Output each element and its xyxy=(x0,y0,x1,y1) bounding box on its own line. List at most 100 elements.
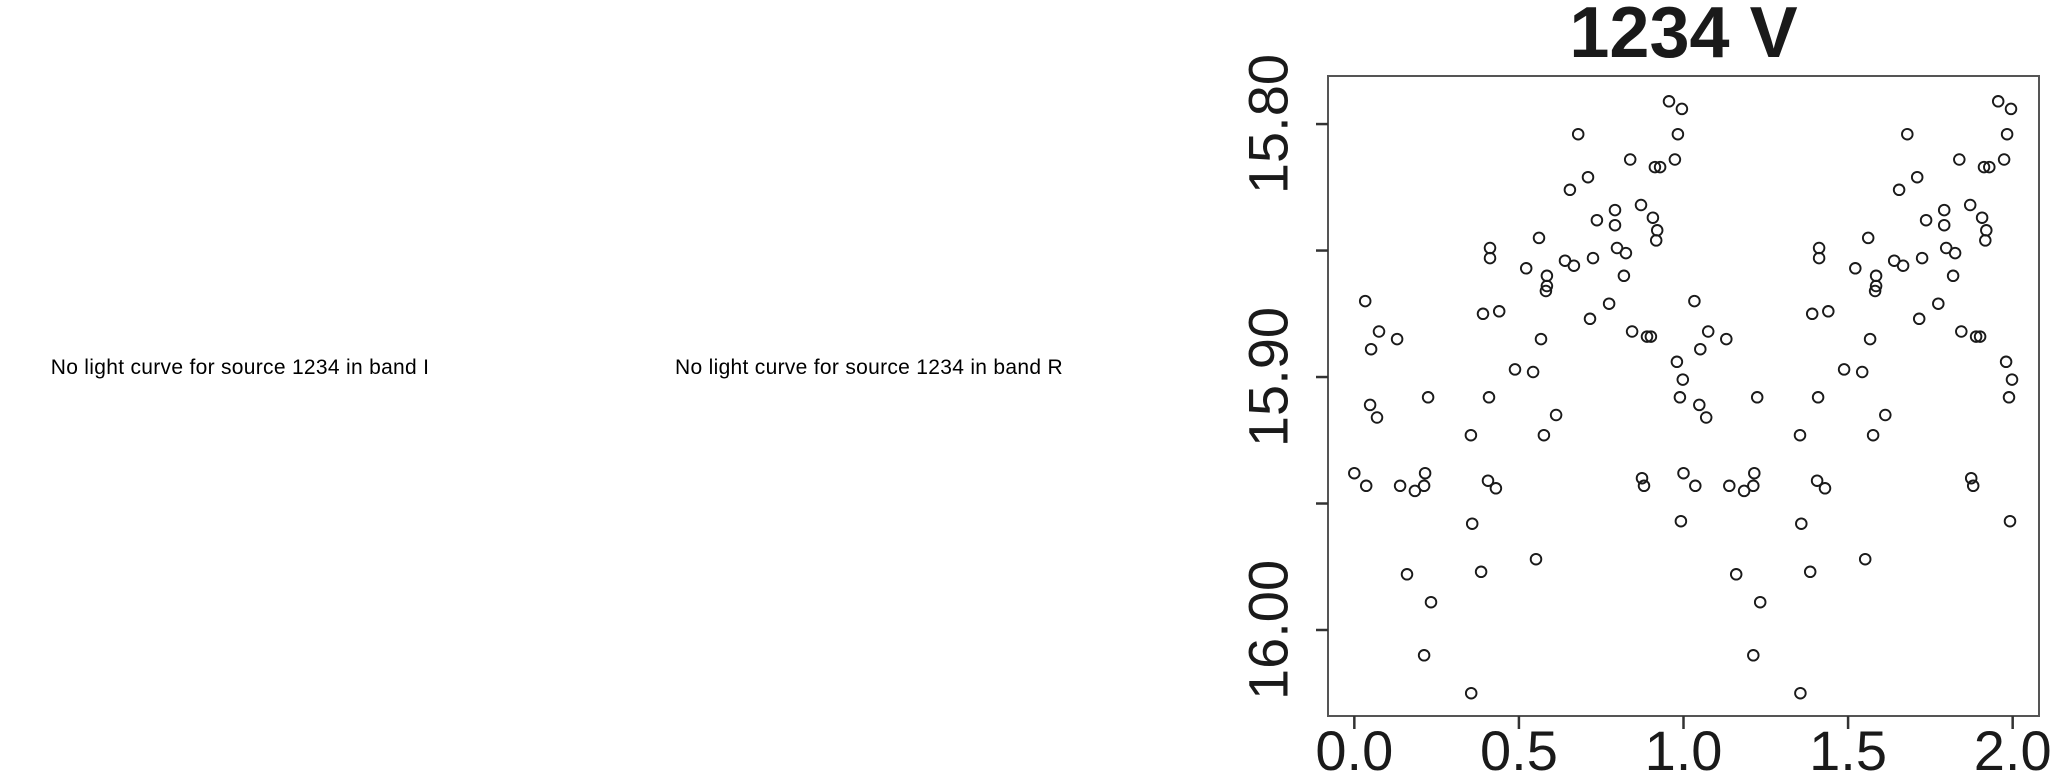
data-point xyxy=(1793,428,1807,442)
data-point xyxy=(1674,514,1688,528)
data-point xyxy=(1671,127,1685,141)
x-tick-label: 2.0 xyxy=(1974,719,2052,777)
data-point xyxy=(1896,259,1910,272)
data-point xyxy=(1464,428,1478,442)
data-point xyxy=(1390,332,1404,346)
data-point xyxy=(1534,332,1548,346)
data-point xyxy=(1937,218,1951,232)
data-point xyxy=(1750,391,1764,404)
data-point xyxy=(1919,213,1933,227)
data-point xyxy=(1818,482,1832,495)
data-point xyxy=(1676,373,1690,386)
data-point xyxy=(2004,102,2018,116)
data-point xyxy=(1363,398,1377,412)
data-point xyxy=(1963,198,1977,212)
data-point xyxy=(1590,213,1604,227)
data-point xyxy=(2005,373,2019,386)
y-tick-label: 16.00 xyxy=(1237,560,1300,700)
data-point xyxy=(1526,365,1540,379)
data-point xyxy=(1364,342,1378,356)
data-point xyxy=(1866,428,1880,442)
data-point xyxy=(1418,466,1432,480)
data-point xyxy=(1476,307,1490,321)
y-tick-label: 15.80 xyxy=(1237,54,1300,194)
data-point xyxy=(2003,514,2017,528)
data-point xyxy=(1537,428,1551,442)
data-point xyxy=(1653,160,1667,174)
data-point xyxy=(1879,408,1892,422)
data-point xyxy=(1849,262,1862,275)
data-point xyxy=(1372,325,1386,338)
data-point xyxy=(1795,517,1808,530)
data-point xyxy=(1474,565,1488,579)
data-point xyxy=(1861,231,1875,245)
data-point xyxy=(1644,330,1658,343)
data-point xyxy=(1625,325,1639,338)
data-point xyxy=(1689,479,1702,493)
data-point xyxy=(1424,595,1438,609)
data-point xyxy=(1964,471,1978,485)
data-point xyxy=(1837,363,1851,376)
data-point xyxy=(1747,649,1760,662)
data-point xyxy=(1975,211,1989,224)
data-point xyxy=(1694,342,1707,356)
data-point xyxy=(1983,160,1996,174)
data-point xyxy=(1892,183,1906,197)
plot-title: 1234 V xyxy=(1569,0,1797,73)
data-point xyxy=(1855,365,1869,379)
data-point xyxy=(1910,170,1924,184)
data-point xyxy=(1640,330,1654,343)
data-point xyxy=(1946,269,1960,283)
data-point xyxy=(1748,466,1761,480)
data-point xyxy=(1483,251,1497,265)
data-point xyxy=(1662,95,1676,108)
data-point xyxy=(1571,127,1585,141)
data-point xyxy=(1737,484,1751,498)
data-point xyxy=(2002,391,2016,404)
no-lightcurve-message-band-I: No light curve for source 1234 in band I xyxy=(50,356,430,379)
data-point xyxy=(1602,297,1616,310)
data-point xyxy=(1803,565,1817,579)
data-point xyxy=(1973,330,1987,343)
data-point xyxy=(1858,552,1872,566)
data-point xyxy=(1465,517,1479,530)
x-tick-label: 0.5 xyxy=(1480,719,1558,777)
data-point xyxy=(1869,269,1883,283)
data-point xyxy=(1901,127,1914,141)
data-point xyxy=(1348,466,1361,480)
data-point xyxy=(1650,224,1664,237)
data-point xyxy=(1723,479,1736,493)
data-point xyxy=(1508,363,1522,376)
data-point xyxy=(1464,686,1478,700)
data-point xyxy=(1408,484,1422,498)
plot-box xyxy=(1327,75,2040,717)
data-point xyxy=(1729,568,1743,581)
data-point xyxy=(1955,325,1968,338)
data-point xyxy=(1997,153,2011,166)
data-point xyxy=(1482,391,1496,404)
data-point xyxy=(1753,595,1767,609)
x-tick-label: 1.0 xyxy=(1645,719,1723,777)
data-point xyxy=(1688,294,1701,308)
data-point xyxy=(1693,398,1706,412)
data-point xyxy=(1812,251,1826,265)
data-point xyxy=(1540,279,1554,293)
data-point xyxy=(1979,234,1992,247)
data-point xyxy=(1417,649,1431,662)
data-point xyxy=(1586,251,1600,265)
data-point xyxy=(1969,330,1983,343)
data-point xyxy=(1863,332,1877,346)
data-point xyxy=(1540,269,1554,283)
data-point xyxy=(1358,294,1372,308)
data-point xyxy=(1668,153,1682,166)
data-point xyxy=(1991,95,2005,108)
data-point xyxy=(1794,686,1807,700)
data-point xyxy=(1999,355,2013,369)
data-point xyxy=(1617,269,1631,283)
data-point xyxy=(1608,203,1622,217)
data-point xyxy=(1675,102,1689,116)
data-point xyxy=(1912,312,1926,326)
data-point xyxy=(1532,231,1546,245)
